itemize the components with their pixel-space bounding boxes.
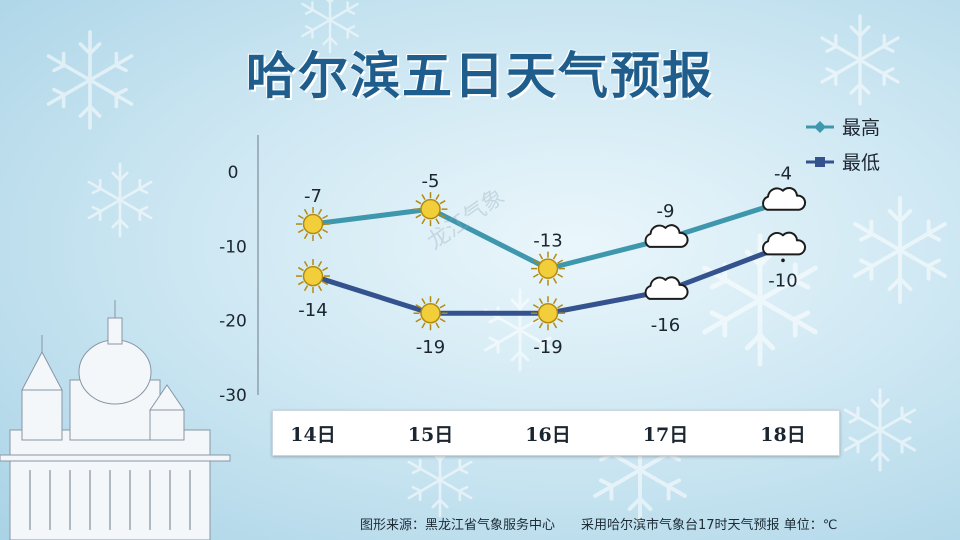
- x-tick-label: 15日: [408, 424, 453, 446]
- sun-icon: [531, 251, 565, 286]
- x-tick-label: 16日: [525, 424, 570, 446]
- page-title: 哈尔滨五日天气预报: [246, 47, 714, 105]
- x-tick-label: 18日: [760, 424, 805, 446]
- sun-icon: [413, 192, 448, 227]
- footer: 图形来源：黑龙江省气象服务中心 采用哈尔滨市气象台17时天气预报 单位：℃: [360, 514, 920, 533]
- data-label-high: -7: [304, 186, 322, 207]
- y-tick-label: 0: [228, 163, 239, 183]
- snow-dot-icon: [781, 258, 785, 263]
- x-tick-label: 14日: [290, 424, 335, 446]
- footer-source: 图形来源：黑龙江省气象服务中心: [360, 518, 556, 533]
- sun-icon: [296, 207, 330, 242]
- x-axis-label-box: [272, 410, 840, 456]
- sun-icon: [296, 259, 330, 294]
- cloud-icon: [762, 187, 807, 211]
- data-label-low: -19: [533, 337, 562, 358]
- legend-label: 最高: [842, 117, 880, 139]
- data-label-high: -5: [422, 171, 440, 192]
- data-label-high: -13: [533, 231, 562, 252]
- x-tick-label: 17日: [643, 424, 688, 446]
- cathedral-illustration: [0, 300, 231, 540]
- data-label-low: -10: [768, 270, 797, 291]
- data-label-high: -4: [774, 164, 792, 185]
- cloud-icon: [644, 224, 689, 248]
- legend-marker-diamond: [814, 121, 826, 133]
- data-label-high: -9: [657, 201, 675, 222]
- y-tick-label: -20: [219, 312, 247, 332]
- snow-cloud-icon: [762, 231, 807, 256]
- sun-icon: [413, 296, 448, 331]
- footer-note: 采用哈尔滨市气象台17时天气预报 单位：℃: [581, 518, 838, 533]
- data-label-low: -14: [298, 300, 327, 321]
- y-tick-label: -10: [219, 237, 247, 257]
- y-tick-label: -30: [219, 386, 247, 406]
- legend-label: 最低: [842, 152, 880, 174]
- sun-icon: [531, 296, 565, 331]
- data-label-low: -16: [651, 315, 680, 336]
- cloud-icon: [644, 276, 689, 300]
- legend-marker-square: [815, 157, 825, 167]
- data-label-low: -19: [416, 337, 445, 358]
